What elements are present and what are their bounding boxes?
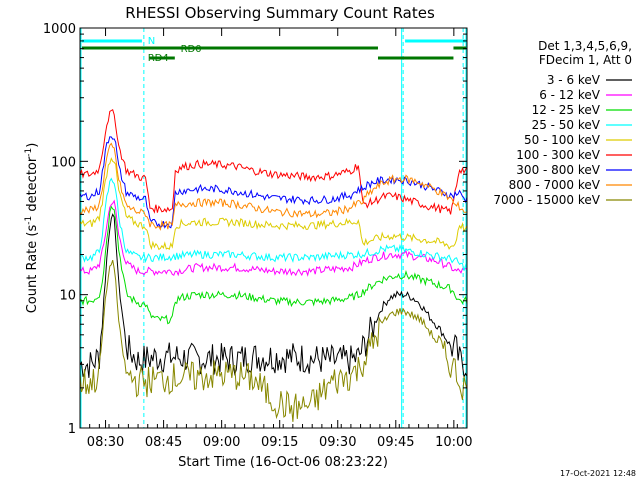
plot-area bbox=[80, 28, 467, 428]
series-line-5 bbox=[80, 108, 467, 215]
series-line-6 bbox=[80, 136, 467, 229]
x-tick-label: 10:00 bbox=[435, 435, 472, 450]
y-tick-label: 1 bbox=[68, 422, 76, 437]
legend-label: 7000 - 15000 keV bbox=[493, 193, 600, 207]
legend-label: 100 - 300 keV bbox=[516, 148, 600, 162]
x-tick-label: 08:30 bbox=[87, 435, 124, 450]
y-label-sup2: -1 bbox=[24, 148, 34, 157]
legend-label: 3 - 6 keV bbox=[547, 73, 601, 87]
y-label-mid: detector bbox=[25, 156, 40, 216]
flag-label: N bbox=[148, 36, 155, 47]
y-axis-label: Count Rate (s-1 detector-1) bbox=[24, 143, 40, 314]
legend-label: 6 - 12 keV bbox=[539, 88, 601, 102]
series-line-3 bbox=[80, 177, 467, 271]
legend-label: 300 - 800 keV bbox=[516, 163, 600, 177]
y-label-sup1: -1 bbox=[24, 216, 34, 225]
y-tick-label: 10 bbox=[59, 289, 76, 304]
flag-label: RD4 bbox=[148, 53, 169, 64]
x-tick-label: 09:30 bbox=[319, 435, 356, 450]
series-line-7 bbox=[80, 142, 467, 231]
legend-label: 50 - 100 keV bbox=[524, 133, 601, 147]
y-label-main: Count Rate (s bbox=[25, 225, 40, 314]
series-line-4 bbox=[80, 157, 467, 251]
y-tick-label: 1000 bbox=[43, 22, 76, 37]
chart-title: RHESSI Observing Summary Count Rates bbox=[125, 4, 435, 22]
y-label-end: ) bbox=[25, 143, 40, 148]
legend-header-line-2: FDecim 1, Att 0 bbox=[539, 53, 632, 67]
x-tick-label: 09:15 bbox=[261, 435, 298, 450]
series-line-8 bbox=[80, 259, 467, 422]
x-tick-label: 09:00 bbox=[203, 435, 240, 450]
y-axis: 1 10 100 1000 bbox=[43, 22, 467, 437]
legend-label: 12 - 25 keV bbox=[532, 103, 601, 117]
legend-header-line-1: Det 1,3,4,5,6,9, bbox=[538, 39, 632, 53]
series-line-1 bbox=[80, 199, 467, 277]
x-axis-label: Start Time (16-Oct-06 08:23:22) bbox=[178, 455, 388, 470]
series-line-0 bbox=[80, 213, 467, 379]
x-axis: 08:30 08:45 09:00 09:15 09:30 09:45 10:00 bbox=[79, 28, 473, 450]
y-tick-label: 100 bbox=[51, 155, 76, 170]
flag-label: RD0 bbox=[181, 44, 202, 55]
legend-label: 800 - 7000 keV bbox=[509, 178, 601, 192]
footer-timestamp: 17-Oct-2021 12:48 bbox=[560, 469, 636, 478]
series-line-2 bbox=[80, 205, 467, 325]
legend: Det 1,3,4,5,6,9, FDecim 1, Att 0 3 - 6 k… bbox=[493, 39, 632, 207]
x-tick-label: 09:45 bbox=[377, 435, 414, 450]
x-tick-label: 08:45 bbox=[145, 435, 182, 450]
legend-label: 25 - 50 keV bbox=[532, 118, 601, 132]
